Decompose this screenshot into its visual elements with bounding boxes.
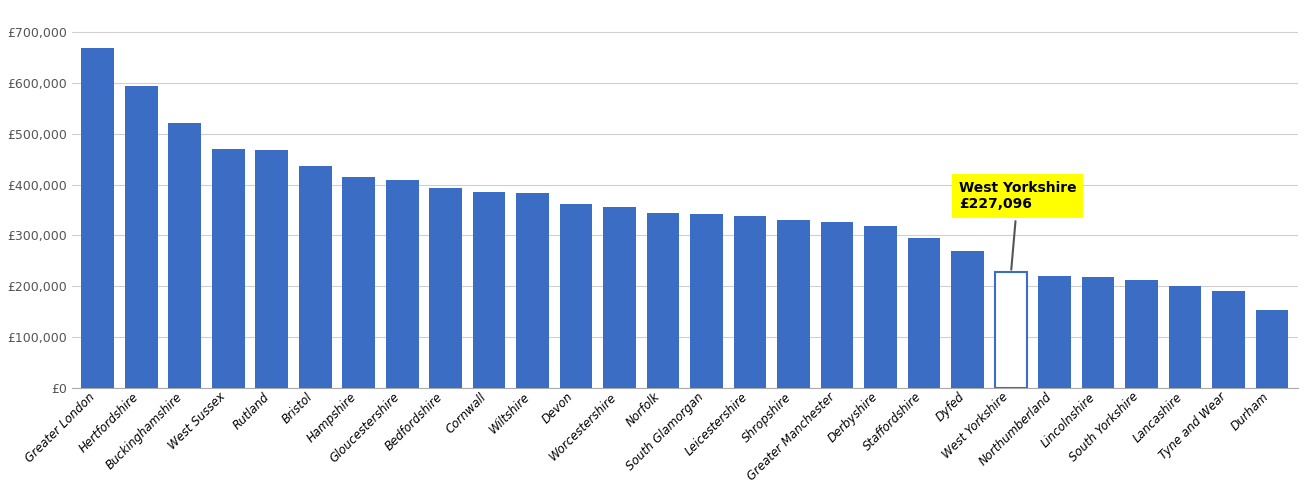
Bar — [125, 86, 158, 388]
Bar — [342, 177, 375, 388]
Bar — [517, 193, 549, 388]
Bar — [1255, 311, 1288, 388]
Bar — [647, 213, 680, 388]
Bar — [1082, 277, 1114, 388]
Bar — [821, 222, 853, 388]
Bar — [690, 214, 723, 388]
Bar — [864, 226, 897, 388]
Bar — [951, 250, 984, 388]
Bar — [778, 220, 810, 388]
Bar — [81, 48, 114, 388]
Bar — [994, 272, 1027, 388]
Bar — [560, 204, 592, 388]
Bar — [429, 188, 462, 388]
Bar — [1212, 291, 1245, 388]
Bar — [603, 207, 636, 388]
Bar — [1039, 276, 1071, 388]
Text: West Yorkshire
£227,096: West Yorkshire £227,096 — [959, 181, 1077, 270]
Bar — [1125, 279, 1158, 388]
Bar — [386, 179, 419, 388]
Bar — [256, 150, 288, 388]
Bar — [1169, 286, 1202, 388]
Bar — [472, 192, 505, 388]
Bar — [908, 238, 941, 388]
Bar — [211, 149, 244, 388]
Bar — [299, 166, 331, 388]
Bar — [168, 122, 201, 388]
Bar — [733, 216, 766, 388]
